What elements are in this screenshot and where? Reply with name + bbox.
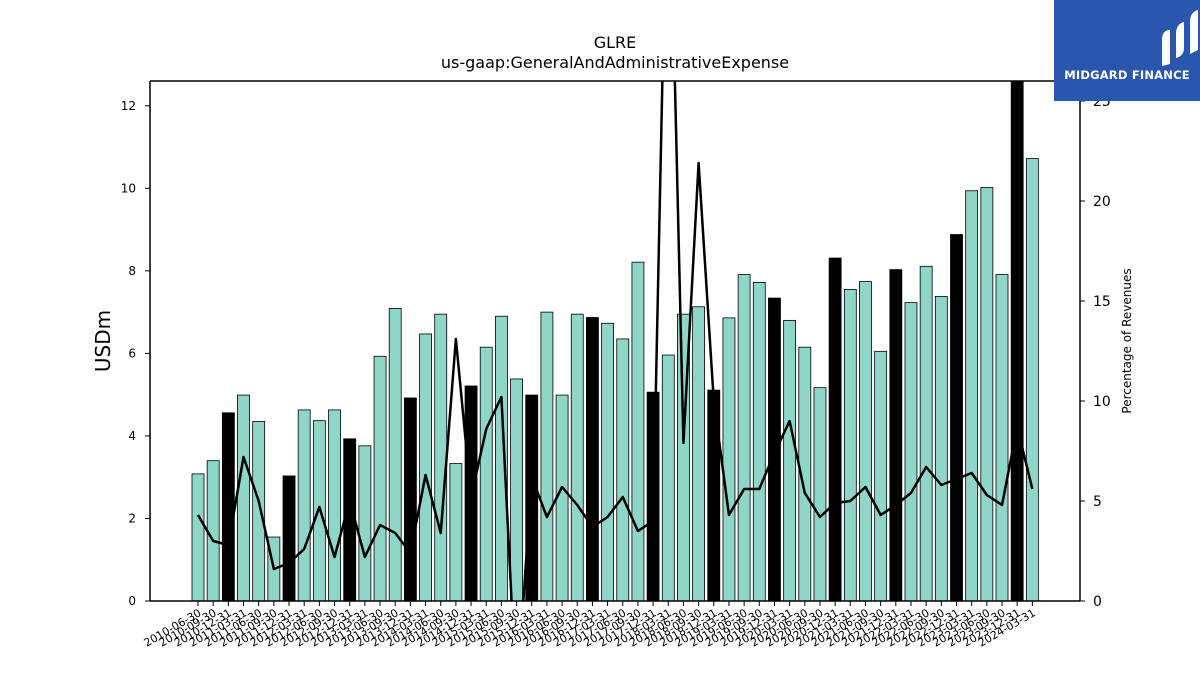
left-tick-label: 12 [121, 99, 136, 113]
bar-2019-06-30 [737, 274, 751, 601]
bar-2019-03-31 [722, 317, 736, 601]
left-tick-label: 4 [128, 429, 136, 443]
bar-2024-03-31 [1025, 158, 1039, 601]
right-tick-label: 0 [1093, 594, 1102, 610]
bar-2020-03-31 [783, 319, 797, 601]
bar-2021-06-30 [859, 281, 872, 601]
bar-2017-03-31 [601, 322, 614, 601]
bar-2022-03-31 [904, 302, 918, 601]
left-y-axis: 0 2 4 6 8 10 12 [121, 99, 150, 608]
right-tick-label: 5 [1093, 494, 1102, 510]
right-tick-label: 15 [1093, 294, 1111, 310]
bar-2016-12-31 [586, 317, 599, 601]
left-tick-label: 6 [128, 346, 136, 360]
left-tick-label: 2 [128, 511, 136, 525]
bar-2011-03-31 [237, 394, 250, 601]
bar-2013-06-30 [373, 355, 387, 601]
bar-2022-06-30 [919, 265, 933, 601]
bar-2023-12-31 [1010, 81, 1024, 601]
bar-series [191, 81, 1039, 601]
bar-2016-09-30 [570, 313, 584, 601]
chart-title: GLRE [594, 33, 637, 52]
percentage-of-revenues-line [196, 81, 1034, 601]
bar-2011-12-31 [282, 475, 296, 601]
bar-2021-03-31 [843, 289, 857, 601]
left-tick-label: 8 [128, 264, 136, 278]
bar-2021-09-30 [874, 350, 888, 601]
bar-2023-06-30 [980, 187, 994, 601]
logo-text: MIDGARD FINANCE [1064, 68, 1190, 82]
bar-2012-03-31 [297, 409, 311, 601]
bar-2017-09-30 [631, 261, 645, 601]
right-tick-label: 20 [1093, 194, 1111, 210]
bar-2014-09-30 [449, 463, 463, 601]
bar-2010-06-30 [191, 473, 205, 601]
bar-2015-12-31 [525, 394, 539, 601]
y-axis-label: USDm [91, 310, 115, 372]
bar-2023-09-30 [995, 274, 1009, 601]
bar-2019-12-31 [768, 297, 781, 601]
bar-2017-06-30 [616, 338, 630, 601]
bar-2014-06-30 [434, 313, 448, 601]
bar-2018-12-31 [707, 389, 721, 601]
line-series [196, 81, 1034, 601]
bar-2023-03-31 [965, 190, 979, 601]
bar-2020-06-30 [798, 346, 812, 601]
right-tick-label: 10 [1093, 394, 1111, 410]
bar-2018-03-31 [661, 354, 675, 601]
bar-2011-06-30 [252, 421, 266, 601]
bar-2012-09-30 [328, 409, 341, 601]
bar-2021-12-31 [889, 269, 903, 601]
axes [149, 80, 1081, 602]
midgard-logo-icon [1162, 10, 1198, 66]
bar-2015-03-31 [479, 346, 493, 601]
x-axis: 2010-06-302010-09-302010-12-312011-03-31… [142, 601, 1038, 650]
bar-2015-09-30 [510, 378, 523, 601]
bar-2018-09-30 [692, 306, 706, 601]
midgard-finance-logo: MIDGARD FINANCE [1054, 0, 1200, 101]
bar-2019-09-30 [752, 281, 766, 601]
bar-2014-03-31 [419, 333, 432, 601]
left-tick-label: 10 [121, 181, 136, 195]
bar-2020-09-30 [813, 387, 827, 601]
bar-2013-03-31 [358, 445, 372, 601]
bar-2010-12-31 [221, 412, 235, 601]
left-tick-label: 0 [128, 594, 136, 608]
bar-2016-03-31 [540, 311, 554, 601]
bar-2010-09-30 [206, 460, 220, 601]
bar-2013-09-30 [388, 307, 402, 601]
bar-2022-09-30 [934, 296, 948, 601]
y-axis-label-right: Percentage of Revenues [1120, 268, 1134, 413]
bar-2015-06-30 [494, 315, 508, 601]
chart-subtitle: us-gaap:GeneralAndAdministrativeExpense [441, 53, 789, 72]
bar-2022-12-31 [950, 234, 963, 601]
bar-2020-12-31 [828, 257, 842, 601]
bar-2013-12-31 [403, 397, 417, 601]
